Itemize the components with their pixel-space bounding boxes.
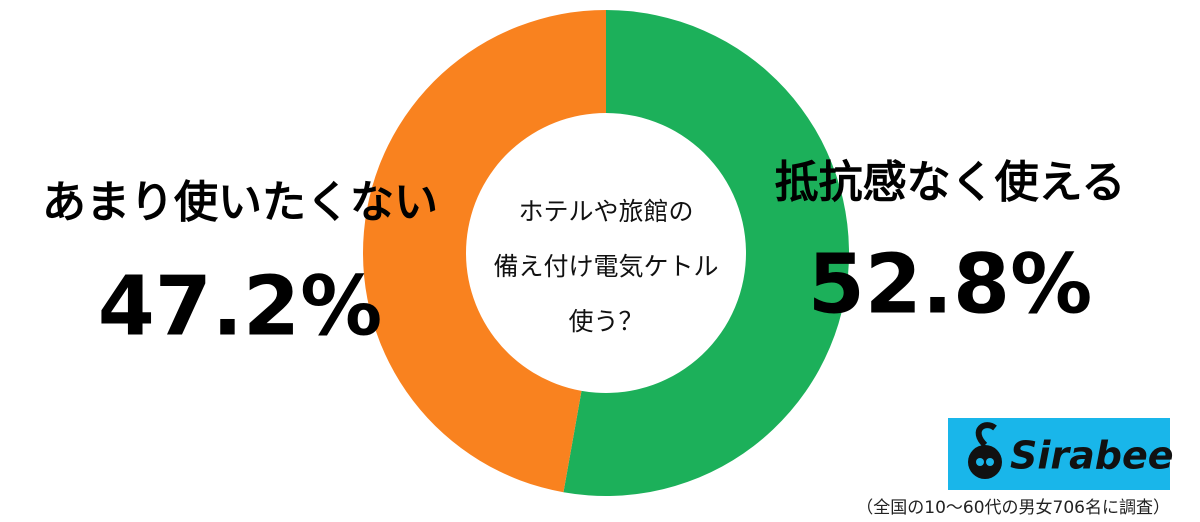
center-text: 備え付け電気ケトル: [493, 252, 718, 281]
logo-text: Sirabee: [1010, 434, 1174, 478]
center-text: 使う？: [568, 307, 643, 336]
category-label: あまり使いたくない: [42, 177, 438, 228]
donut-slice: [563, 10, 850, 497]
value-label: 52.8%: [808, 237, 1092, 332]
center-text: ホテルや旅館の: [518, 197, 693, 226]
note: （全国の10〜60代の男女706名に調査）: [856, 498, 1170, 518]
value-label: 47.2%: [98, 259, 382, 354]
logo-icon: [968, 422, 1002, 479]
donut-slice: [363, 10, 606, 493]
category-label: 抵抗感なく使える: [775, 157, 1126, 208]
